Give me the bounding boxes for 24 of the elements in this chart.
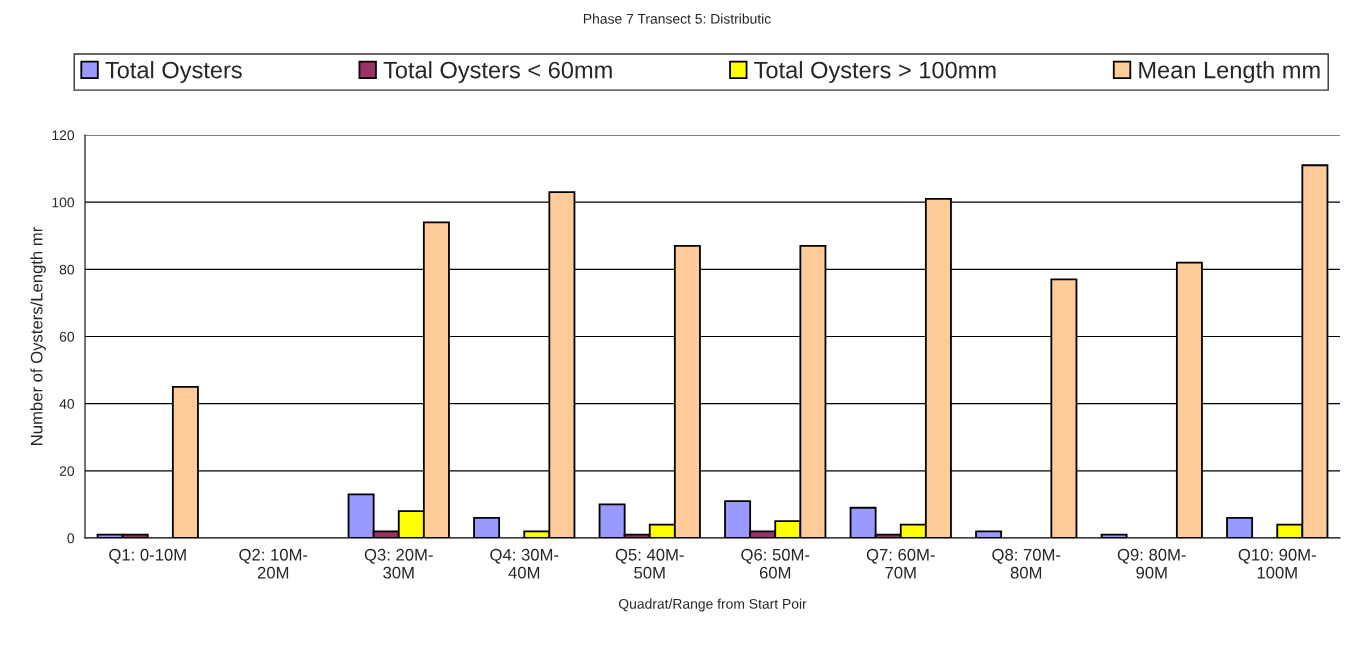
legend-label: Mean Length mm: [1139, 61, 1320, 84]
x-tick-label: Q7: 60M- 70M: [866, 548, 935, 579]
x-tick-label: Q4: 30M- 40M: [490, 548, 559, 579]
x-tick-label: Q3: 20M- 30M: [364, 548, 433, 579]
x-tick-label: Q8: 70M- 80M: [992, 548, 1061, 579]
y-axis-title: Number of Oysters/Length mr: [30, 227, 46, 445]
x-tick-label: Q6: 50M- 60M: [741, 548, 810, 579]
y-tick-label: 100: [52, 197, 75, 208]
legend-label: Total Oysters: [105, 61, 242, 84]
y-tick-label: 80: [59, 264, 75, 275]
x-tick-label: Q9: 80M- 90M: [1117, 548, 1186, 579]
y-tick-label: 40: [59, 399, 75, 409]
x-tick-label: Q1: 0-10M: [109, 548, 186, 564]
x-tick-label: Q2: 10M- 20M: [239, 548, 308, 579]
x-tick-label: Q5: 40M- 50M: [615, 548, 684, 579]
y-tick-label: 120: [52, 130, 75, 141]
y-tick-label: 0: [67, 533, 75, 544]
x-axis-title: Quadrat/Range from Start Poir: [618, 598, 807, 612]
chart-title: Phase 7 Transect 5: Distributic: [583, 13, 771, 24]
y-tick-label: 20: [59, 466, 75, 476]
y-tick-label: 60: [59, 331, 75, 342]
legend-label: Total Oysters > 100mm: [754, 61, 996, 84]
x-tick-label: Q10: 90M- 100M: [1238, 548, 1316, 579]
legend-label: Total Oysters < 60mm: [383, 61, 612, 84]
